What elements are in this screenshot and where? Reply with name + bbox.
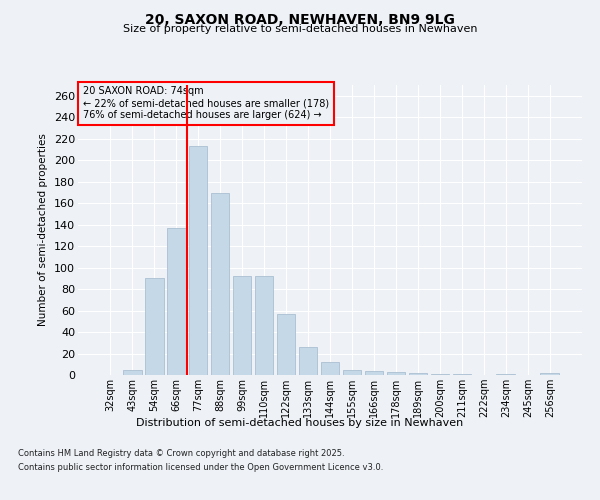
Bar: [299, 347, 317, 375]
Bar: [386, 372, 405, 375]
Bar: [452, 374, 471, 375]
Text: Contains public sector information licensed under the Open Government Licence v3: Contains public sector information licen…: [18, 464, 383, 472]
Bar: [145, 278, 164, 375]
Text: Distribution of semi-detached houses by size in Newhaven: Distribution of semi-detached houses by …: [136, 418, 464, 428]
Text: Size of property relative to semi-detached houses in Newhaven: Size of property relative to semi-detach…: [123, 24, 477, 34]
Bar: [365, 370, 383, 375]
Bar: [123, 370, 142, 375]
Bar: [409, 373, 427, 375]
Text: 20 SAXON ROAD: 74sqm
← 22% of semi-detached houses are smaller (178)
76% of semi: 20 SAXON ROAD: 74sqm ← 22% of semi-detac…: [83, 86, 329, 120]
Bar: [431, 374, 449, 375]
Bar: [167, 228, 185, 375]
Bar: [541, 373, 559, 375]
Bar: [320, 362, 340, 375]
Bar: [255, 276, 274, 375]
Text: Contains HM Land Registry data © Crown copyright and database right 2025.: Contains HM Land Registry data © Crown c…: [18, 448, 344, 458]
Bar: [496, 374, 515, 375]
Bar: [211, 194, 229, 375]
Bar: [189, 146, 208, 375]
Text: 20, SAXON ROAD, NEWHAVEN, BN9 9LG: 20, SAXON ROAD, NEWHAVEN, BN9 9LG: [145, 12, 455, 26]
Bar: [233, 276, 251, 375]
Bar: [277, 314, 295, 375]
Bar: [343, 370, 361, 375]
Y-axis label: Number of semi-detached properties: Number of semi-detached properties: [38, 134, 49, 326]
